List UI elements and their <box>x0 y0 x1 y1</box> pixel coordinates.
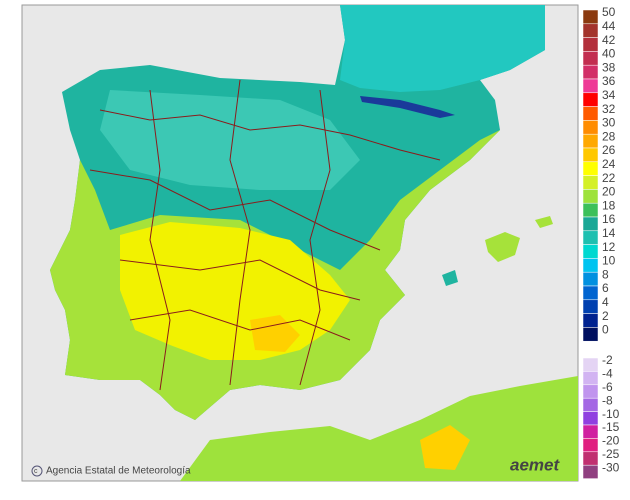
legend-label: 6 <box>602 281 609 295</box>
mallorca <box>485 232 520 262</box>
legend-label: -20 <box>602 434 620 448</box>
legend-swatch <box>582 78 599 94</box>
france-land <box>340 5 545 92</box>
legend-swatch <box>582 357 599 372</box>
legend-swatch <box>582 51 599 66</box>
legend-label: 30 <box>602 116 616 130</box>
legend-label: 26 <box>602 143 616 157</box>
legend-swatch <box>582 133 599 149</box>
legend-swatch <box>582 161 599 176</box>
legend-label: 16 <box>602 212 616 226</box>
legend-label: 42 <box>602 33 616 47</box>
legend-swatch <box>582 230 599 245</box>
legend-label: 18 <box>602 198 616 212</box>
ibiza <box>442 270 458 286</box>
province-borders <box>89 79 441 391</box>
legend-label: 40 <box>602 47 616 61</box>
legend-swatch <box>582 244 599 259</box>
legend-label: -8 <box>602 393 613 407</box>
legend-label: -4 <box>602 367 613 381</box>
legend-label: 36 <box>602 74 616 88</box>
legend-label: -2 <box>602 353 613 367</box>
legend-swatch <box>582 451 599 466</box>
legend-swatch <box>582 189 599 204</box>
logo: aemet <box>510 455 560 474</box>
legend-swatch <box>582 327 599 342</box>
legend-label: 50 <box>602 5 616 19</box>
africa <box>180 376 578 481</box>
legend-swatch <box>582 285 599 301</box>
legend-label: -6 <box>602 380 613 394</box>
legend-label: 12 <box>602 240 616 254</box>
legend-label: 4 <box>602 295 609 309</box>
border <box>149 89 171 391</box>
pyrenees <box>360 96 455 118</box>
legend-label: 20 <box>602 185 616 199</box>
legend-swatch <box>582 23 599 38</box>
legend-swatch <box>582 106 599 121</box>
legend-swatch <box>582 216 599 232</box>
menorca <box>535 216 553 228</box>
legend-label: 44 <box>602 19 616 33</box>
border <box>99 109 441 161</box>
legend-label: 24 <box>602 157 616 171</box>
legend-swatch <box>582 313 599 328</box>
legend-label: -25 <box>602 447 620 461</box>
legend-label: 38 <box>602 60 616 74</box>
border <box>89 169 381 251</box>
interior-yellow <box>120 222 350 360</box>
africa-hot <box>420 425 470 470</box>
legend-swatch <box>582 202 599 218</box>
legend-swatch <box>582 64 599 80</box>
map: c Agencia Estatal de Meteorología aemet <box>21 4 579 482</box>
credit: Agencia Estatal de Meteorología <box>46 466 191 477</box>
legend-swatch <box>582 92 599 107</box>
legend-swatch <box>582 438 599 453</box>
legend-label: 32 <box>602 102 616 116</box>
legend-swatch <box>582 384 599 399</box>
legend-label: 8 <box>602 267 609 281</box>
legend-swatch <box>582 411 599 426</box>
legend-swatch <box>582 120 599 135</box>
legend-label: 28 <box>602 129 616 143</box>
legend-swatch <box>582 371 599 386</box>
legend-swatch <box>582 299 599 314</box>
border <box>129 309 351 341</box>
copyright-icon <box>31 465 43 477</box>
legend-label: -10 <box>602 407 620 421</box>
legend-label: 0 <box>602 323 609 337</box>
legend-label: 34 <box>602 88 616 102</box>
hot-spot <box>250 315 300 352</box>
legend-swatch <box>582 147 599 163</box>
legend-label: -30 <box>602 460 620 474</box>
border <box>119 259 361 301</box>
legend-swatch <box>582 424 599 439</box>
legend-swatch <box>582 9 599 25</box>
border <box>299 89 331 386</box>
legend-swatch <box>582 464 599 479</box>
border <box>229 79 251 386</box>
north-teal <box>100 90 360 190</box>
legend-swatch <box>582 271 599 287</box>
legend-swatch <box>582 397 599 412</box>
legend-label: 22 <box>602 171 616 185</box>
legend-label: 10 <box>602 254 616 268</box>
copyright-c: c <box>34 468 38 475</box>
legend-swatch <box>582 258 599 273</box>
legend-swatch <box>582 37 599 52</box>
legend-label: 14 <box>602 226 616 240</box>
legend: 5044424038363432302826242220181614121086… <box>582 5 620 479</box>
legend-swatch <box>582 175 599 190</box>
legend-label: -15 <box>602 420 620 434</box>
legend-label: 2 <box>602 309 609 323</box>
